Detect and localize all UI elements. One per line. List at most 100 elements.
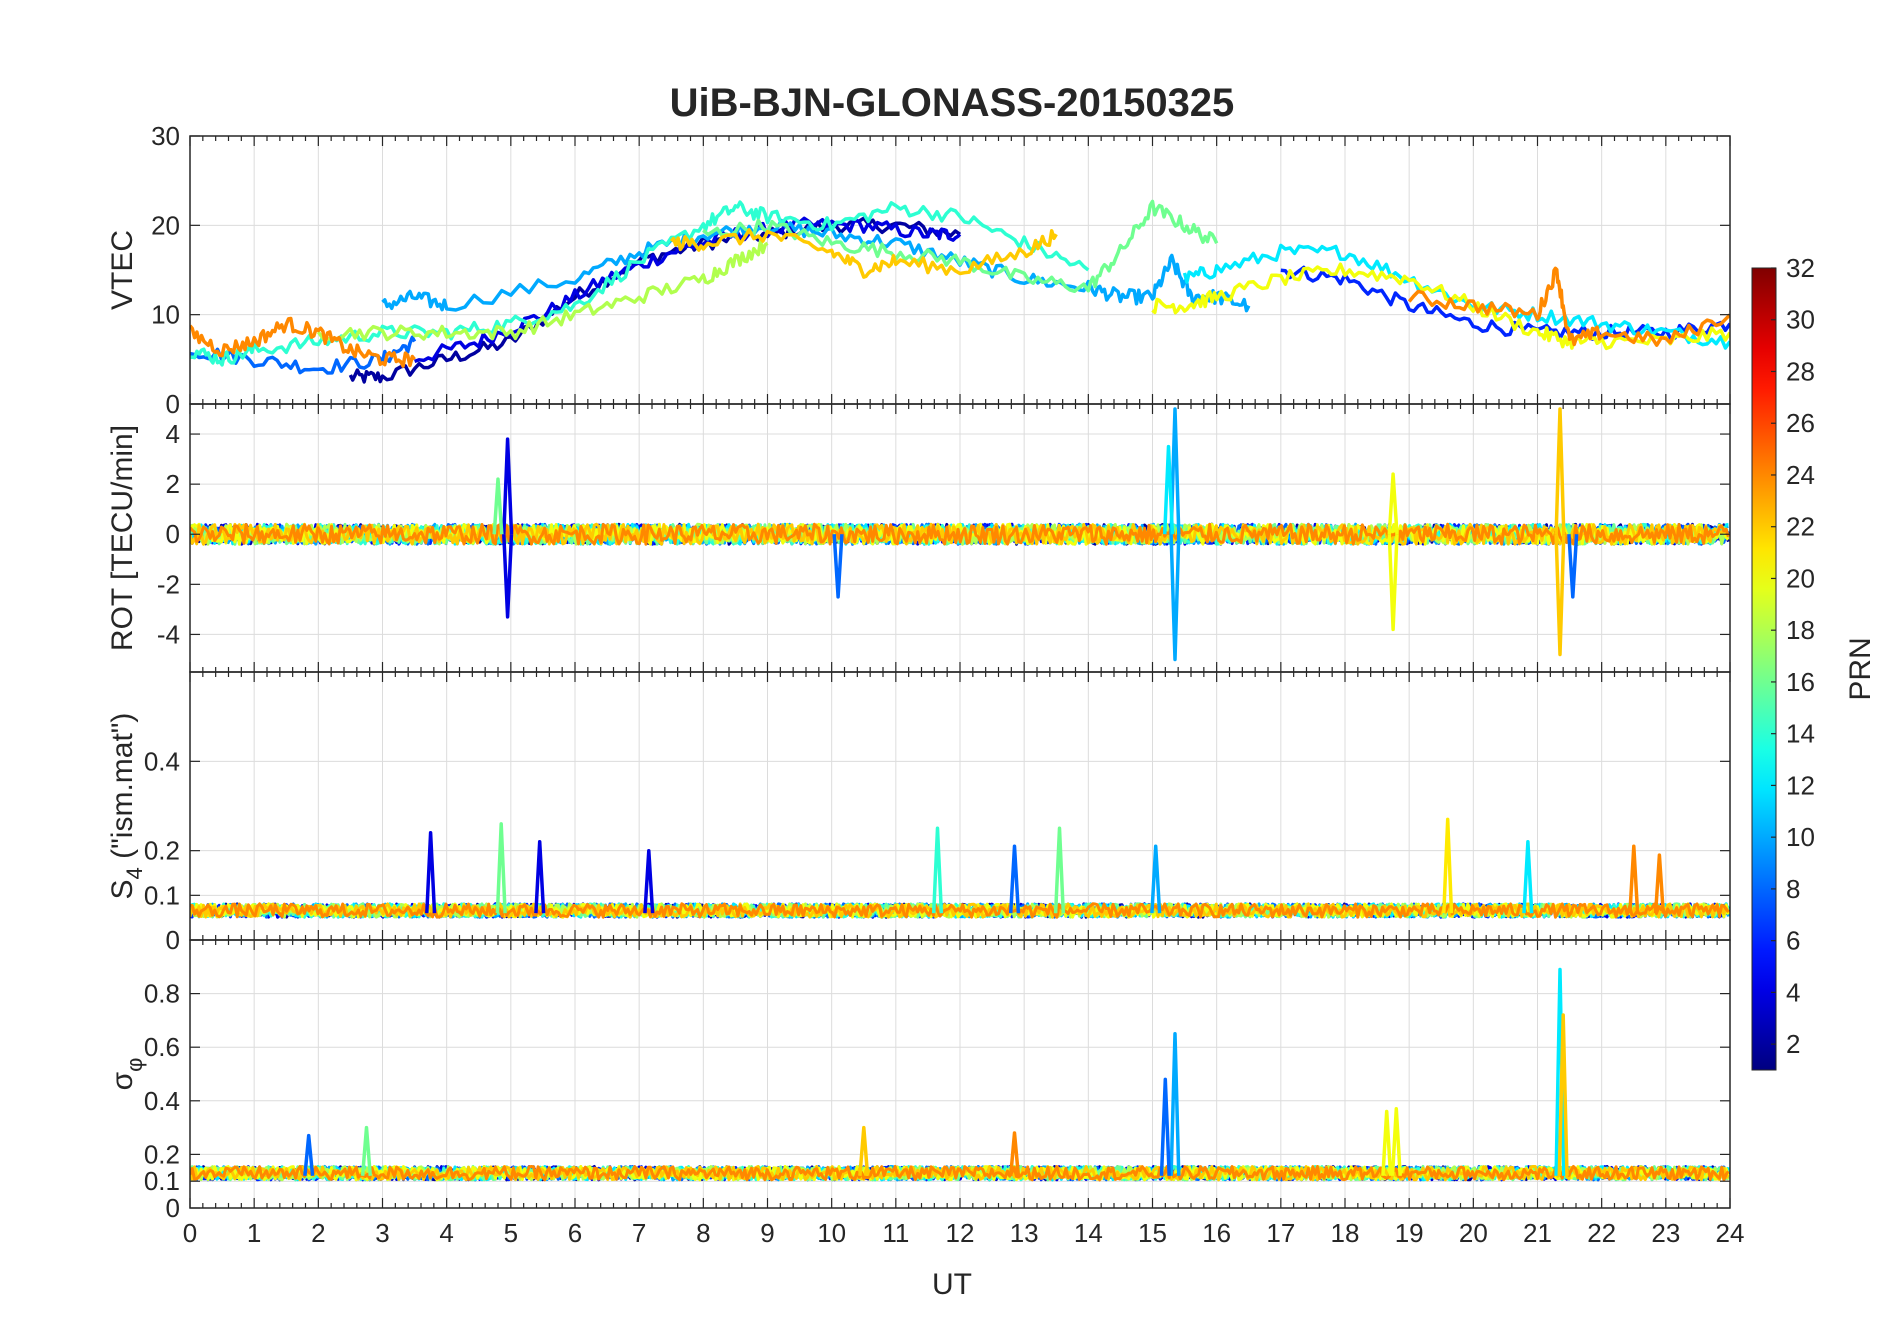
x-tick-marks — [189, 136, 1731, 404]
spike-mark — [1628, 844, 1640, 914]
spike-mark — [1053, 826, 1066, 914]
spike-mark — [643, 848, 655, 914]
spike-mark — [1557, 1013, 1569, 1176]
spike-mark — [502, 437, 514, 535]
x-tick-label: 17 — [1266, 1218, 1295, 1248]
y-tick-label: 4 — [166, 419, 180, 449]
x-tick-label: 15 — [1138, 1218, 1167, 1248]
spike-mark — [858, 1125, 870, 1176]
y-tick-label: -2 — [157, 569, 180, 599]
spike-mark — [303, 1133, 315, 1176]
spike-mark — [1150, 844, 1162, 914]
colorbar-tick-label: 10 — [1786, 822, 1815, 852]
colorbar-tick-label: 8 — [1786, 874, 1800, 904]
x-tick-label: 13 — [1010, 1218, 1039, 1248]
subplot-1: 0 10 20 30 VTEC — [106, 121, 1731, 419]
colorbar-tick-label: 28 — [1786, 356, 1815, 386]
spike-mark — [1008, 844, 1021, 914]
colorbar-tick-label: 22 — [1786, 512, 1815, 542]
y-axis-label: S4 ("ism.mat") — [106, 713, 147, 900]
spike-mark — [502, 534, 514, 619]
spike-mark — [1554, 534, 1566, 657]
spike-mark — [492, 477, 504, 535]
series-line — [1407, 266, 1730, 347]
subplot-2: -4 -2 0 2 4 ROT [TECU/min] — [106, 403, 1731, 673]
y-axis-label-main: σ — [106, 1071, 139, 1090]
x-tick-marks — [189, 404, 1731, 672]
spike-mark — [1169, 534, 1181, 662]
colorbar-tick-label: 24 — [1786, 460, 1815, 490]
spike-mark — [1008, 1131, 1021, 1176]
series-line — [190, 522, 1730, 546]
colorbar-tick-label: 20 — [1786, 563, 1815, 593]
spike-mark — [1390, 1107, 1402, 1176]
spike-mark — [534, 839, 546, 914]
chart-title: UiB-BJN-GLONASS-20150325 — [670, 81, 1235, 125]
spike-mark — [1162, 444, 1175, 535]
colorbar-tick-label: 12 — [1786, 770, 1815, 800]
series-line — [190, 902, 1730, 919]
y-tick-label: 0 — [166, 389, 180, 419]
x-tick-label: 14 — [1074, 1218, 1103, 1248]
series-group — [190, 407, 1730, 662]
colorbar-tick-label: 2 — [1786, 1029, 1800, 1059]
y-tick-label: 30 — [151, 121, 180, 151]
spike-mark — [425, 831, 437, 914]
spike-mark — [1381, 1109, 1393, 1176]
spike-mark — [1653, 853, 1666, 914]
series-line — [381, 218, 1251, 313]
y-tick-label: 0.8 — [144, 979, 180, 1009]
spike-mark — [495, 822, 507, 914]
y-axis-label-sub: φ — [122, 1058, 147, 1072]
y-axis-label: σφ — [106, 1058, 147, 1091]
y-axis-label-rest: ("ism.mat") — [106, 713, 139, 868]
y-tick-label: 0.4 — [144, 746, 180, 776]
series-line — [190, 1165, 1730, 1182]
y-tick-label: 0.2 — [144, 1139, 180, 1169]
series-group — [190, 967, 1730, 1182]
x-tick-label: 2 — [311, 1218, 325, 1248]
grid — [189, 672, 1731, 941]
y-tick-label: 0.2 — [144, 836, 180, 866]
x-tick-label: 8 — [696, 1218, 710, 1248]
colorbar-tick-label: 14 — [1786, 719, 1815, 749]
spike-mark — [1554, 407, 1566, 535]
y-axis-label: ROT [TECU/min] — [106, 425, 139, 651]
spike-mark — [360, 1125, 373, 1176]
y-axis-label-main: S — [106, 879, 139, 899]
spike-mark — [1442, 817, 1454, 914]
x-tick-label: 11 — [882, 1218, 909, 1248]
series-group — [190, 199, 1730, 384]
spike-mark — [1522, 839, 1534, 914]
x-tick-marks — [189, 672, 1731, 940]
y-tick-label: 0 — [166, 925, 180, 955]
x-tick-label: 19 — [1395, 1218, 1424, 1248]
y-tick-label: 0 — [166, 1193, 180, 1223]
y-tick-label: 0 — [166, 519, 180, 549]
colorbar-tick-label: 26 — [1786, 408, 1815, 438]
spike-mark — [1387, 534, 1399, 632]
x-tick-label: 20 — [1459, 1218, 1488, 1248]
x-tick-label: 6 — [568, 1218, 582, 1248]
colorbar-tick-label: 6 — [1786, 926, 1800, 956]
y-tick-label: 0.1 — [144, 880, 180, 910]
subplot-3: 0 0.1 0.2 0.4S4 ("ism.mat") — [106, 671, 1731, 955]
y-tick-label: 0.4 — [144, 1086, 180, 1116]
y-tick-label: 0.1 — [144, 1166, 180, 1196]
colorbar-tick-label: 32 — [1786, 253, 1815, 283]
y-tick-label: -4 — [157, 619, 180, 649]
x-tick-label: 18 — [1331, 1218, 1360, 1248]
series-line — [190, 200, 1090, 367]
x-tick-label: 21 — [1523, 1218, 1552, 1248]
x-tick-label: 7 — [632, 1218, 646, 1248]
spike-mark — [1387, 472, 1399, 535]
x-tick-label: 9 — [760, 1218, 774, 1248]
series-line — [702, 199, 1219, 294]
series-group — [190, 817, 1730, 919]
x-tick-label: 3 — [375, 1218, 389, 1248]
spike-mark — [1567, 534, 1579, 599]
y-tick-label: 20 — [151, 210, 180, 240]
